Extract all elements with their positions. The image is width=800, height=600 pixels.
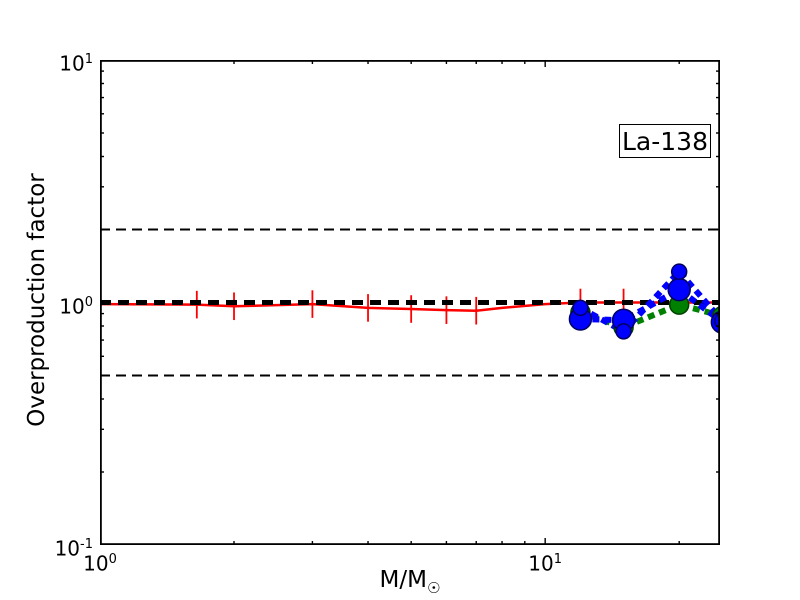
marker-blue-dashed-small-circles [572, 299, 589, 317]
isotope-label: La-138 [622, 126, 708, 156]
series-line-red-solid-line [100, 301, 720, 312]
isotope-label-box: La-138 [619, 124, 711, 158]
y-axis-label: Overproduction factor [24, 173, 50, 427]
plot-border [100, 60, 720, 545]
series-line-blue-dashed-large-circles [580, 286, 720, 325]
y-tick-label: 101 [59, 51, 93, 76]
y-tick-label: 10-1 [54, 536, 93, 561]
plot-area [100, 60, 720, 545]
x-tick-label: 101 [528, 551, 563, 576]
solar-mass-icon: ☉ [426, 579, 441, 597]
x-axis-label: M/M☉ [380, 567, 441, 597]
chart-canvas [100, 60, 720, 545]
x-tick-label: 100 [83, 551, 117, 576]
y-tick-label: 100 [59, 294, 93, 319]
marker-blue-dashed-large-circles [667, 277, 691, 302]
series-line-green-dashed-circles [579, 301, 720, 331]
x-axis-label-text: M/M [379, 567, 427, 593]
marker-blue-dashed-small-circles [670, 263, 688, 280]
marker-blue-dashed-small-circles [615, 323, 632, 340]
